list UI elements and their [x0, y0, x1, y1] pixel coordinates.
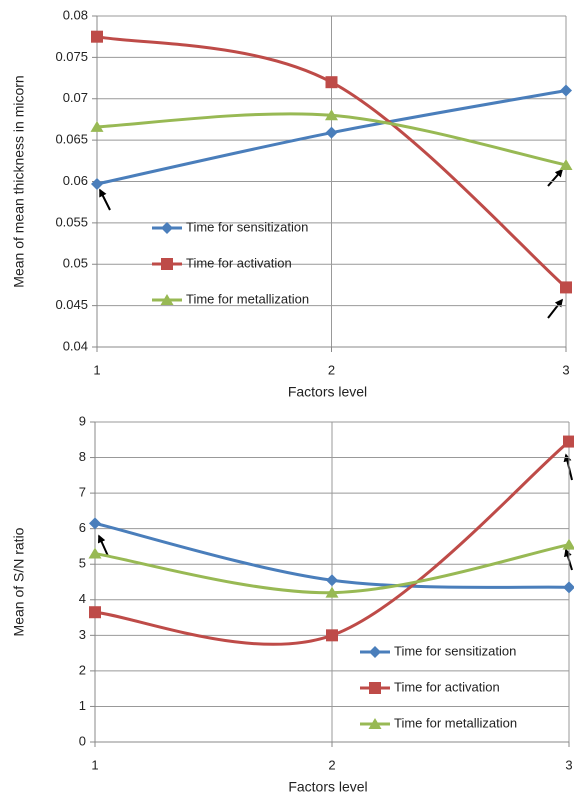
y-tick-label: 2: [79, 662, 86, 677]
legend-label: Time for sensitization: [394, 643, 516, 658]
marker: [559, 158, 573, 170]
y-tick-label: 8: [79, 449, 86, 464]
y-tick-label: 0.05: [63, 256, 88, 271]
x-tick-label: 3: [565, 757, 572, 772]
y-tick-label: 4: [79, 591, 86, 606]
marker: [325, 126, 338, 139]
y-axis-label: Mean of mean thickness in micorn: [11, 75, 27, 287]
y-tick-label: 0.06: [63, 173, 88, 188]
y-tick-label: 0: [79, 733, 86, 748]
legend-marker: [369, 682, 381, 694]
marker: [325, 586, 339, 598]
legend-label: Time for activation: [186, 255, 292, 270]
y-tick-label: 0.075: [55, 49, 88, 64]
marker: [560, 281, 572, 294]
y-tick-label: 0.04: [63, 338, 88, 353]
x-tick-label: 1: [91, 757, 98, 772]
marker: [325, 109, 338, 121]
marker: [560, 84, 572, 97]
y-tick-label: 0.055: [55, 214, 88, 229]
legend-marker: [160, 294, 174, 305]
y-axis-label: Mean of S/N ratio: [11, 527, 27, 636]
legend-marker: [161, 258, 173, 270]
marker: [563, 581, 574, 594]
x-tick-label: 2: [328, 757, 335, 772]
legend-marker: [161, 222, 173, 234]
marker: [326, 574, 338, 587]
marker: [88, 547, 102, 559]
arrow: [547, 168, 564, 187]
y-tick-label: 7: [79, 485, 86, 500]
legend-marker: [369, 646, 381, 658]
legend-label: Time for activation: [394, 679, 500, 694]
marker: [89, 606, 101, 619]
arrow: [547, 298, 563, 319]
legend-marker: [368, 718, 382, 729]
legend-label: Time for metallization: [394, 715, 517, 730]
legend-label: Time for sensitization: [186, 219, 308, 234]
y-tick-label: 9: [79, 413, 86, 428]
y-tick-label: 0.08: [63, 7, 88, 22]
marker: [89, 517, 101, 530]
marker: [91, 177, 103, 190]
x-axis-label: Factors level: [288, 779, 367, 795]
arrow: [97, 534, 109, 557]
marker: [562, 538, 574, 550]
y-tick-label: 3: [79, 627, 86, 642]
x-tick-label: 2: [328, 362, 335, 377]
y-tick-label: 1: [79, 698, 86, 713]
marker: [326, 629, 338, 642]
marker: [325, 76, 338, 89]
y-tick-label: 0.045: [55, 297, 88, 312]
y-tick-label: 6: [79, 520, 86, 535]
y-tick-label: 0.07: [63, 90, 88, 105]
y-tick-label: 5: [79, 556, 86, 571]
x-tick-label: 1: [93, 362, 100, 377]
marker: [563, 435, 574, 448]
marker: [91, 30, 103, 43]
x-tick-label: 3: [562, 362, 569, 377]
arrow: [99, 188, 111, 211]
legend-label: Time for metallization: [186, 291, 309, 306]
y-tick-label: 0.065: [55, 132, 88, 147]
x-axis-label: Factors level: [288, 384, 367, 400]
marker: [90, 120, 104, 132]
